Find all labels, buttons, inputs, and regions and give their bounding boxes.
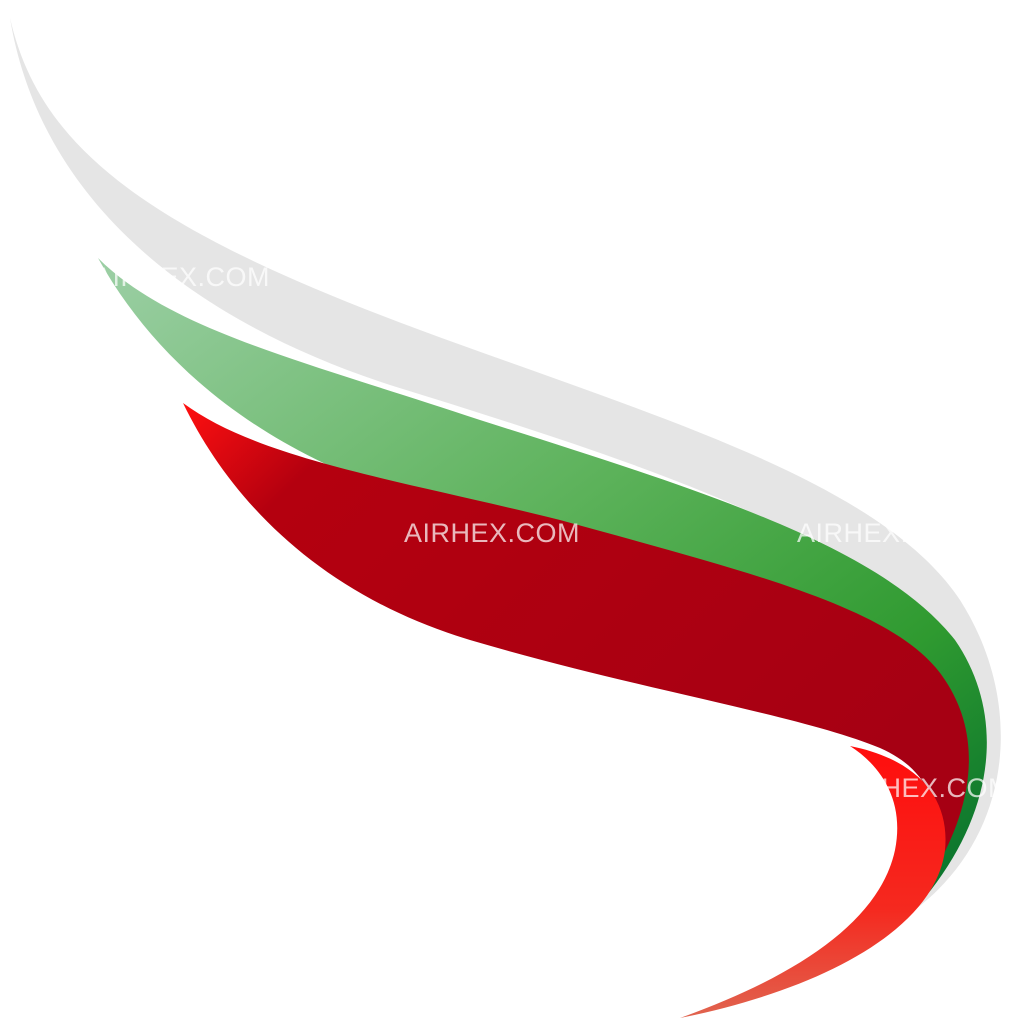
red-tip-stripe [680, 746, 946, 1018]
red-stripe [183, 403, 969, 870]
green-stripe [98, 258, 987, 925]
